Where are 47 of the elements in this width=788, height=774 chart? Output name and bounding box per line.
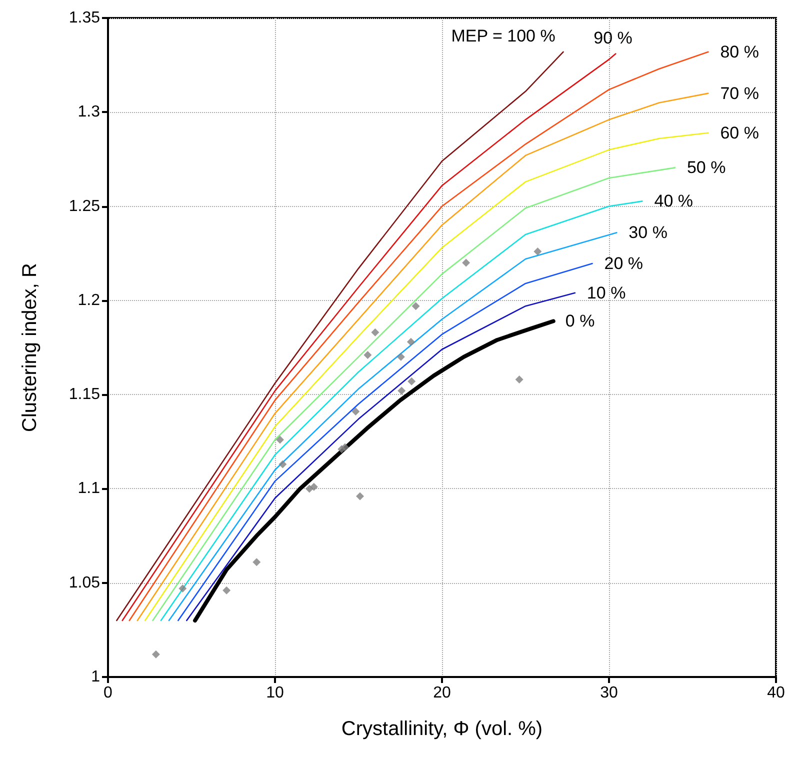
series-label: MEP = 100 %	[451, 26, 556, 46]
series-label: 40 %	[654, 192, 693, 211]
series-label: 80 %	[720, 42, 759, 62]
y-tick-label: 1	[91, 668, 100, 686]
point	[252, 558, 261, 566]
point	[340, 443, 349, 452]
point	[352, 408, 360, 416]
y-axis-title: Clustering index, R	[19, 263, 41, 432]
series-label: 90 %	[594, 28, 632, 48]
point	[222, 586, 231, 594]
y-tick-label: 1.15	[68, 386, 100, 404]
y-tick-label: 1.25	[68, 198, 100, 215]
point	[310, 482, 318, 491]
series-label: 60 %	[720, 123, 759, 142]
x-tick-label: 10	[266, 684, 284, 702]
y-tick-label: 1.05	[68, 574, 100, 592]
line-series	[193, 319, 556, 623]
point	[356, 492, 364, 500]
point	[152, 650, 160, 658]
point	[371, 328, 380, 336]
y-tick-label: 1.2	[78, 292, 100, 309]
x-tick-label: 0	[104, 684, 113, 702]
point	[515, 376, 524, 384]
y-tick-label: 1.3	[78, 104, 100, 121]
x-tick-label: 30	[600, 684, 618, 702]
series-label: 30 %	[628, 223, 668, 242]
point	[278, 460, 287, 468]
series-label: 20 %	[604, 254, 644, 274]
series-label: 70 %	[720, 84, 759, 103]
point	[534, 247, 542, 256]
x-tick-label: 40	[767, 684, 785, 702]
y-tick-label: 1.35	[68, 10, 100, 26]
point	[462, 258, 470, 267]
series-label: 50 %	[686, 158, 726, 178]
point	[364, 351, 372, 360]
point	[412, 302, 420, 310]
point	[276, 436, 284, 444]
point	[398, 386, 406, 395]
point	[396, 352, 405, 361]
series-label: 0 %	[565, 312, 595, 331]
series-label: 10 %	[586, 283, 626, 302]
point	[178, 584, 187, 593]
point	[408, 377, 416, 386]
y-tick-label: 1.1	[78, 480, 100, 498]
point	[406, 338, 415, 346]
x-axis-title: Crystallinity, Φ (vol. %)	[341, 718, 543, 740]
x-tick-label: 20	[433, 684, 451, 702]
